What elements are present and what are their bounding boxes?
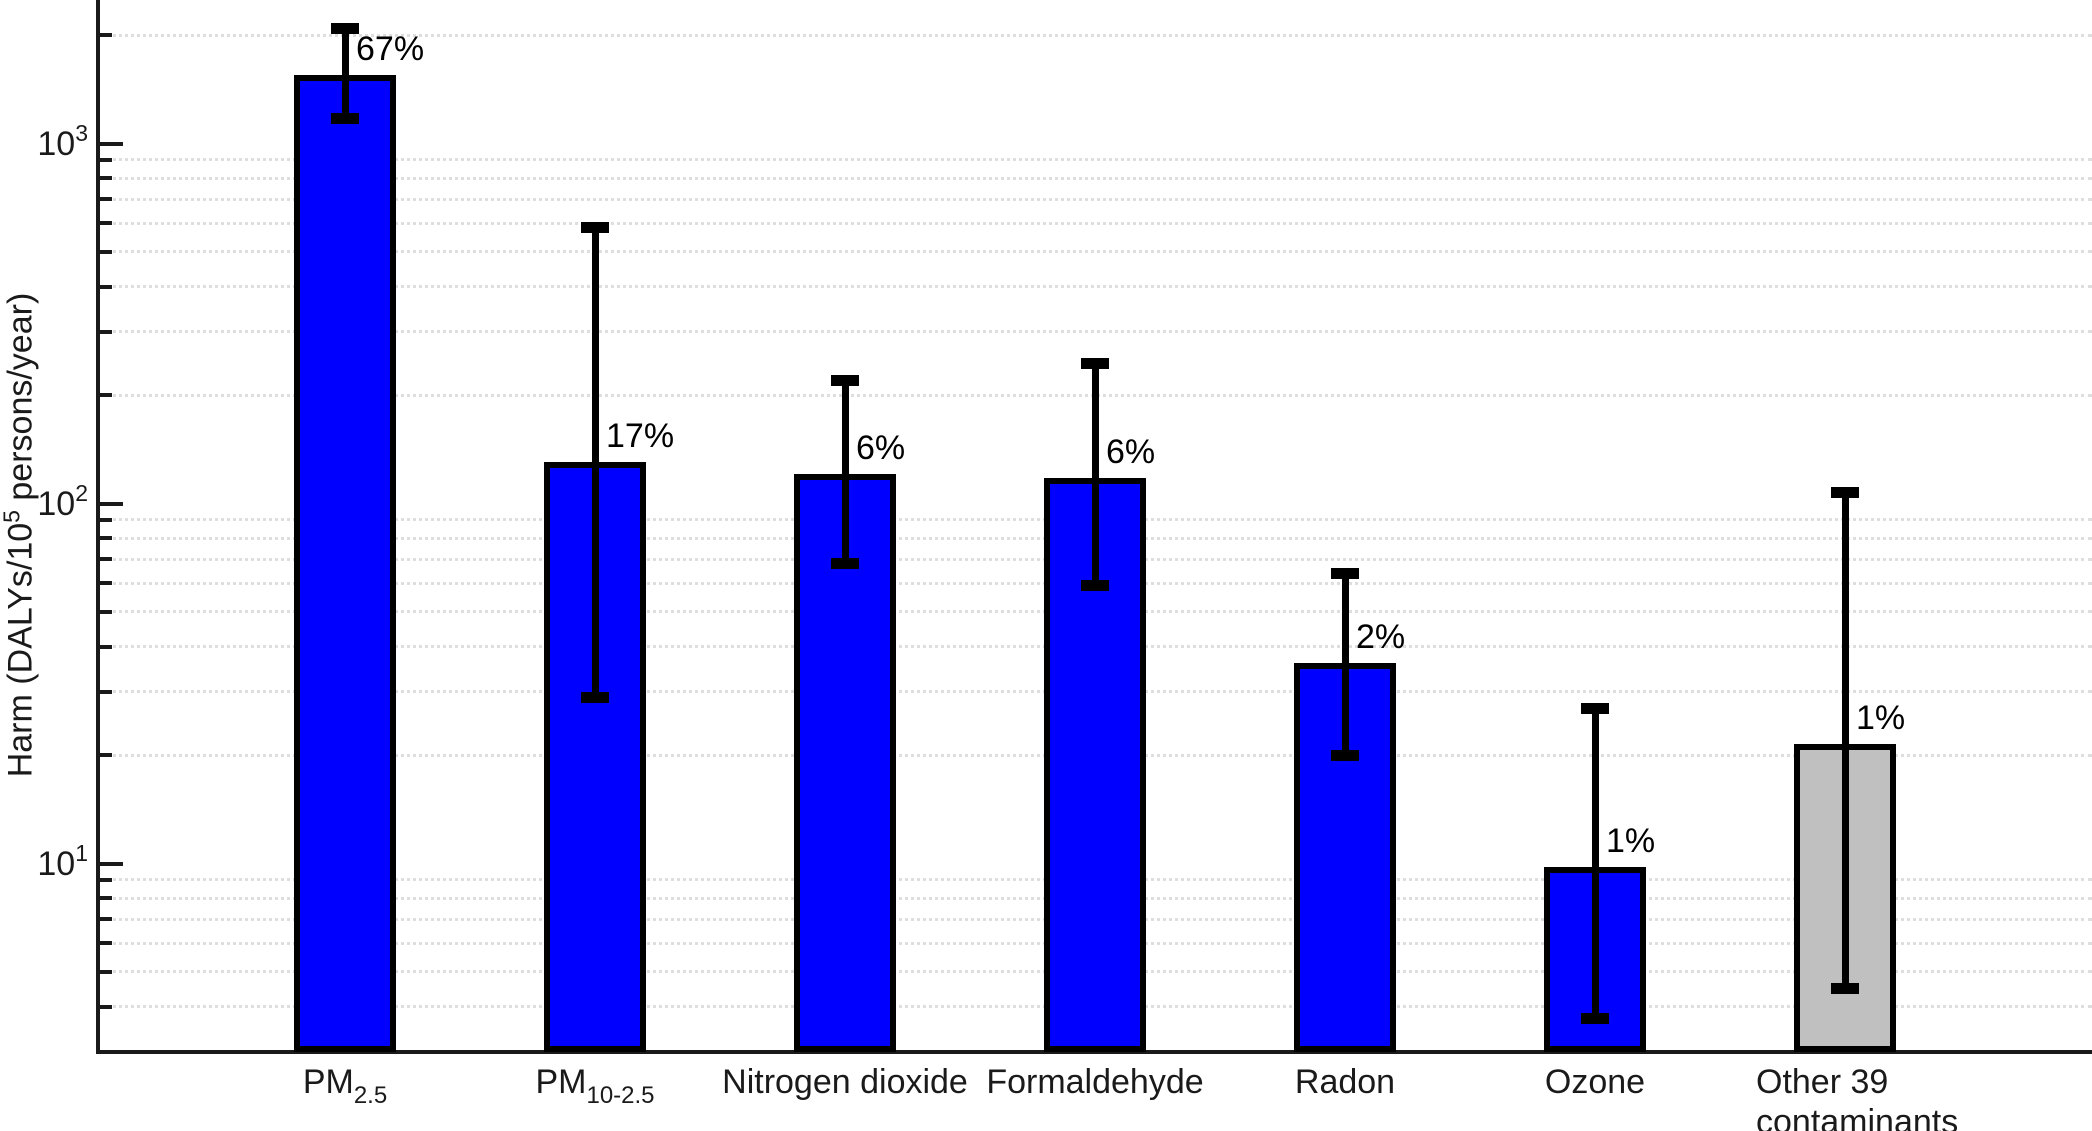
y-axis-minor-tick <box>98 176 112 181</box>
y-axis-minor-tick <box>98 969 112 974</box>
x-axis-line <box>96 1050 2092 1054</box>
y-tick-label: 103 <box>0 120 88 171</box>
x-tick-label: PM10-2.5 <box>470 1062 720 1109</box>
error-bar-line <box>1591 708 1599 1019</box>
error-bar-line <box>1091 363 1099 586</box>
error-bar-cap-bottom <box>1331 749 1359 761</box>
bar-percent-label: 6% <box>1106 432 1156 471</box>
y-axis-minor-tick <box>98 284 112 289</box>
y-axis-minor-tick <box>98 329 112 334</box>
y-axis-minor-tick <box>98 877 112 882</box>
y-tick-label-base: 10 <box>37 844 76 883</box>
x-tick-label-text: PM <box>535 1063 587 1101</box>
bar-percent-label: 1% <box>1606 821 1656 860</box>
error-bar-cap-bottom <box>1581 1013 1609 1025</box>
y-tick-label-exponent: 1 <box>75 839 88 866</box>
bar-percent-label: 2% <box>1356 618 1406 657</box>
x-tick-label-text: Nitrogen dioxide <box>722 1063 968 1101</box>
y-axis-minor-tick <box>98 33 112 38</box>
y-tick-label-base: 10 <box>37 484 76 523</box>
minor-gridline <box>100 250 2092 254</box>
x-tick-label: Other 39 contaminants <box>1756 1062 1958 1131</box>
x-tick-label-text: Radon <box>1294 1063 1396 1101</box>
error-bar-cap-bottom <box>331 113 359 125</box>
y-axis-minor-tick <box>98 644 112 649</box>
error-bar-line <box>591 227 599 698</box>
x-tick-label: PM2.5 <box>220 1062 470 1109</box>
y-axis-minor-tick <box>98 517 112 522</box>
x-tick-label: Radon <box>1220 1062 1470 1102</box>
y-axis-major-tick <box>98 141 123 146</box>
bar-percent-label: 6% <box>856 428 906 467</box>
y-axis-title: Harm (DALYs/105 persons/year) <box>0 292 43 778</box>
y-axis-title-suffix: persons/year) <box>1 292 40 511</box>
error-bar-line <box>841 380 849 564</box>
minor-gridline <box>100 285 2092 289</box>
y-axis-minor-tick <box>98 157 112 162</box>
x-tick-label-text: PM <box>302 1063 354 1101</box>
x-tick-label-line: Other 39 <box>1756 1063 1889 1101</box>
minor-gridline <box>100 330 2092 334</box>
error-bar-line <box>1841 492 1849 989</box>
y-tick-label-exponent: 2 <box>75 479 88 506</box>
x-tick-label: Formaldehyde <box>970 1062 1220 1102</box>
bar <box>294 74 396 1052</box>
y-tick-label-base: 10 <box>37 124 76 163</box>
x-tick-label-subscript: 2.5 <box>353 1082 388 1109</box>
x-tick-label-line: contaminants <box>1756 1103 1959 1131</box>
y-axis-minor-tick <box>98 753 112 758</box>
error-bar-cap-top <box>1081 357 1109 369</box>
error-bar-cap-bottom <box>831 558 859 570</box>
y-axis-minor-tick <box>98 609 112 614</box>
error-bar-cap-bottom <box>1831 982 1859 994</box>
error-bar-cap-top <box>1831 487 1859 499</box>
minor-gridline <box>100 33 2092 37</box>
y-axis-title-text: Harm (DALYs/10 <box>1 522 40 778</box>
error-bar-cap-bottom <box>1081 580 1109 592</box>
error-bar-cap-top <box>581 221 609 233</box>
y-axis-minor-tick <box>98 197 112 202</box>
minor-gridline <box>100 176 2092 180</box>
x-tick-label-text: Formaldehyde <box>986 1063 1204 1101</box>
y-axis-minor-tick <box>98 1004 112 1009</box>
minor-gridline <box>100 197 2092 201</box>
y-axis-minor-tick <box>98 941 112 946</box>
bar-percent-label: 1% <box>1856 698 1906 737</box>
bar-percent-label: 67% <box>356 29 425 68</box>
x-tick-label: Ozone <box>1470 1062 1720 1102</box>
y-axis-minor-tick <box>98 536 112 541</box>
y-axis-minor-tick <box>98 689 112 694</box>
error-bar-cap-top <box>1331 567 1359 579</box>
error-bar-line <box>1341 573 1349 756</box>
error-bar-cap-top <box>1581 702 1609 714</box>
y-axis-minor-tick <box>98 221 112 226</box>
y-axis-minor-tick <box>98 557 112 562</box>
x-tick-label: Nitrogen dioxide <box>720 1062 970 1102</box>
y-axis-minor-tick <box>98 581 112 586</box>
error-bar-cap-top <box>831 374 859 386</box>
minor-gridline <box>100 158 2092 162</box>
y-tick-label: 101 <box>0 840 88 891</box>
bar-percent-label: 17% <box>606 417 675 456</box>
x-tick-label-text: Ozone <box>1544 1063 1646 1101</box>
y-tick-label: 102 <box>0 480 88 531</box>
y-axis-minor-tick <box>98 917 112 922</box>
y-axis-minor-tick <box>98 896 112 901</box>
x-tick-label-subscript: 10-2.5 <box>586 1082 655 1109</box>
error-bar-cap-bottom <box>581 691 609 703</box>
y-axis-major-tick <box>98 501 123 506</box>
y-axis-major-tick <box>98 861 123 866</box>
y-axis-minor-tick <box>98 393 112 398</box>
y-tick-label-exponent: 3 <box>75 119 88 146</box>
y-axis-line <box>96 0 100 1054</box>
minor-gridline <box>100 221 2092 225</box>
error-bar-cap-top <box>331 23 359 35</box>
y-axis-title-superscript: 5 <box>0 510 25 523</box>
y-axis-minor-tick <box>98 249 112 254</box>
error-bar-line <box>341 28 349 119</box>
